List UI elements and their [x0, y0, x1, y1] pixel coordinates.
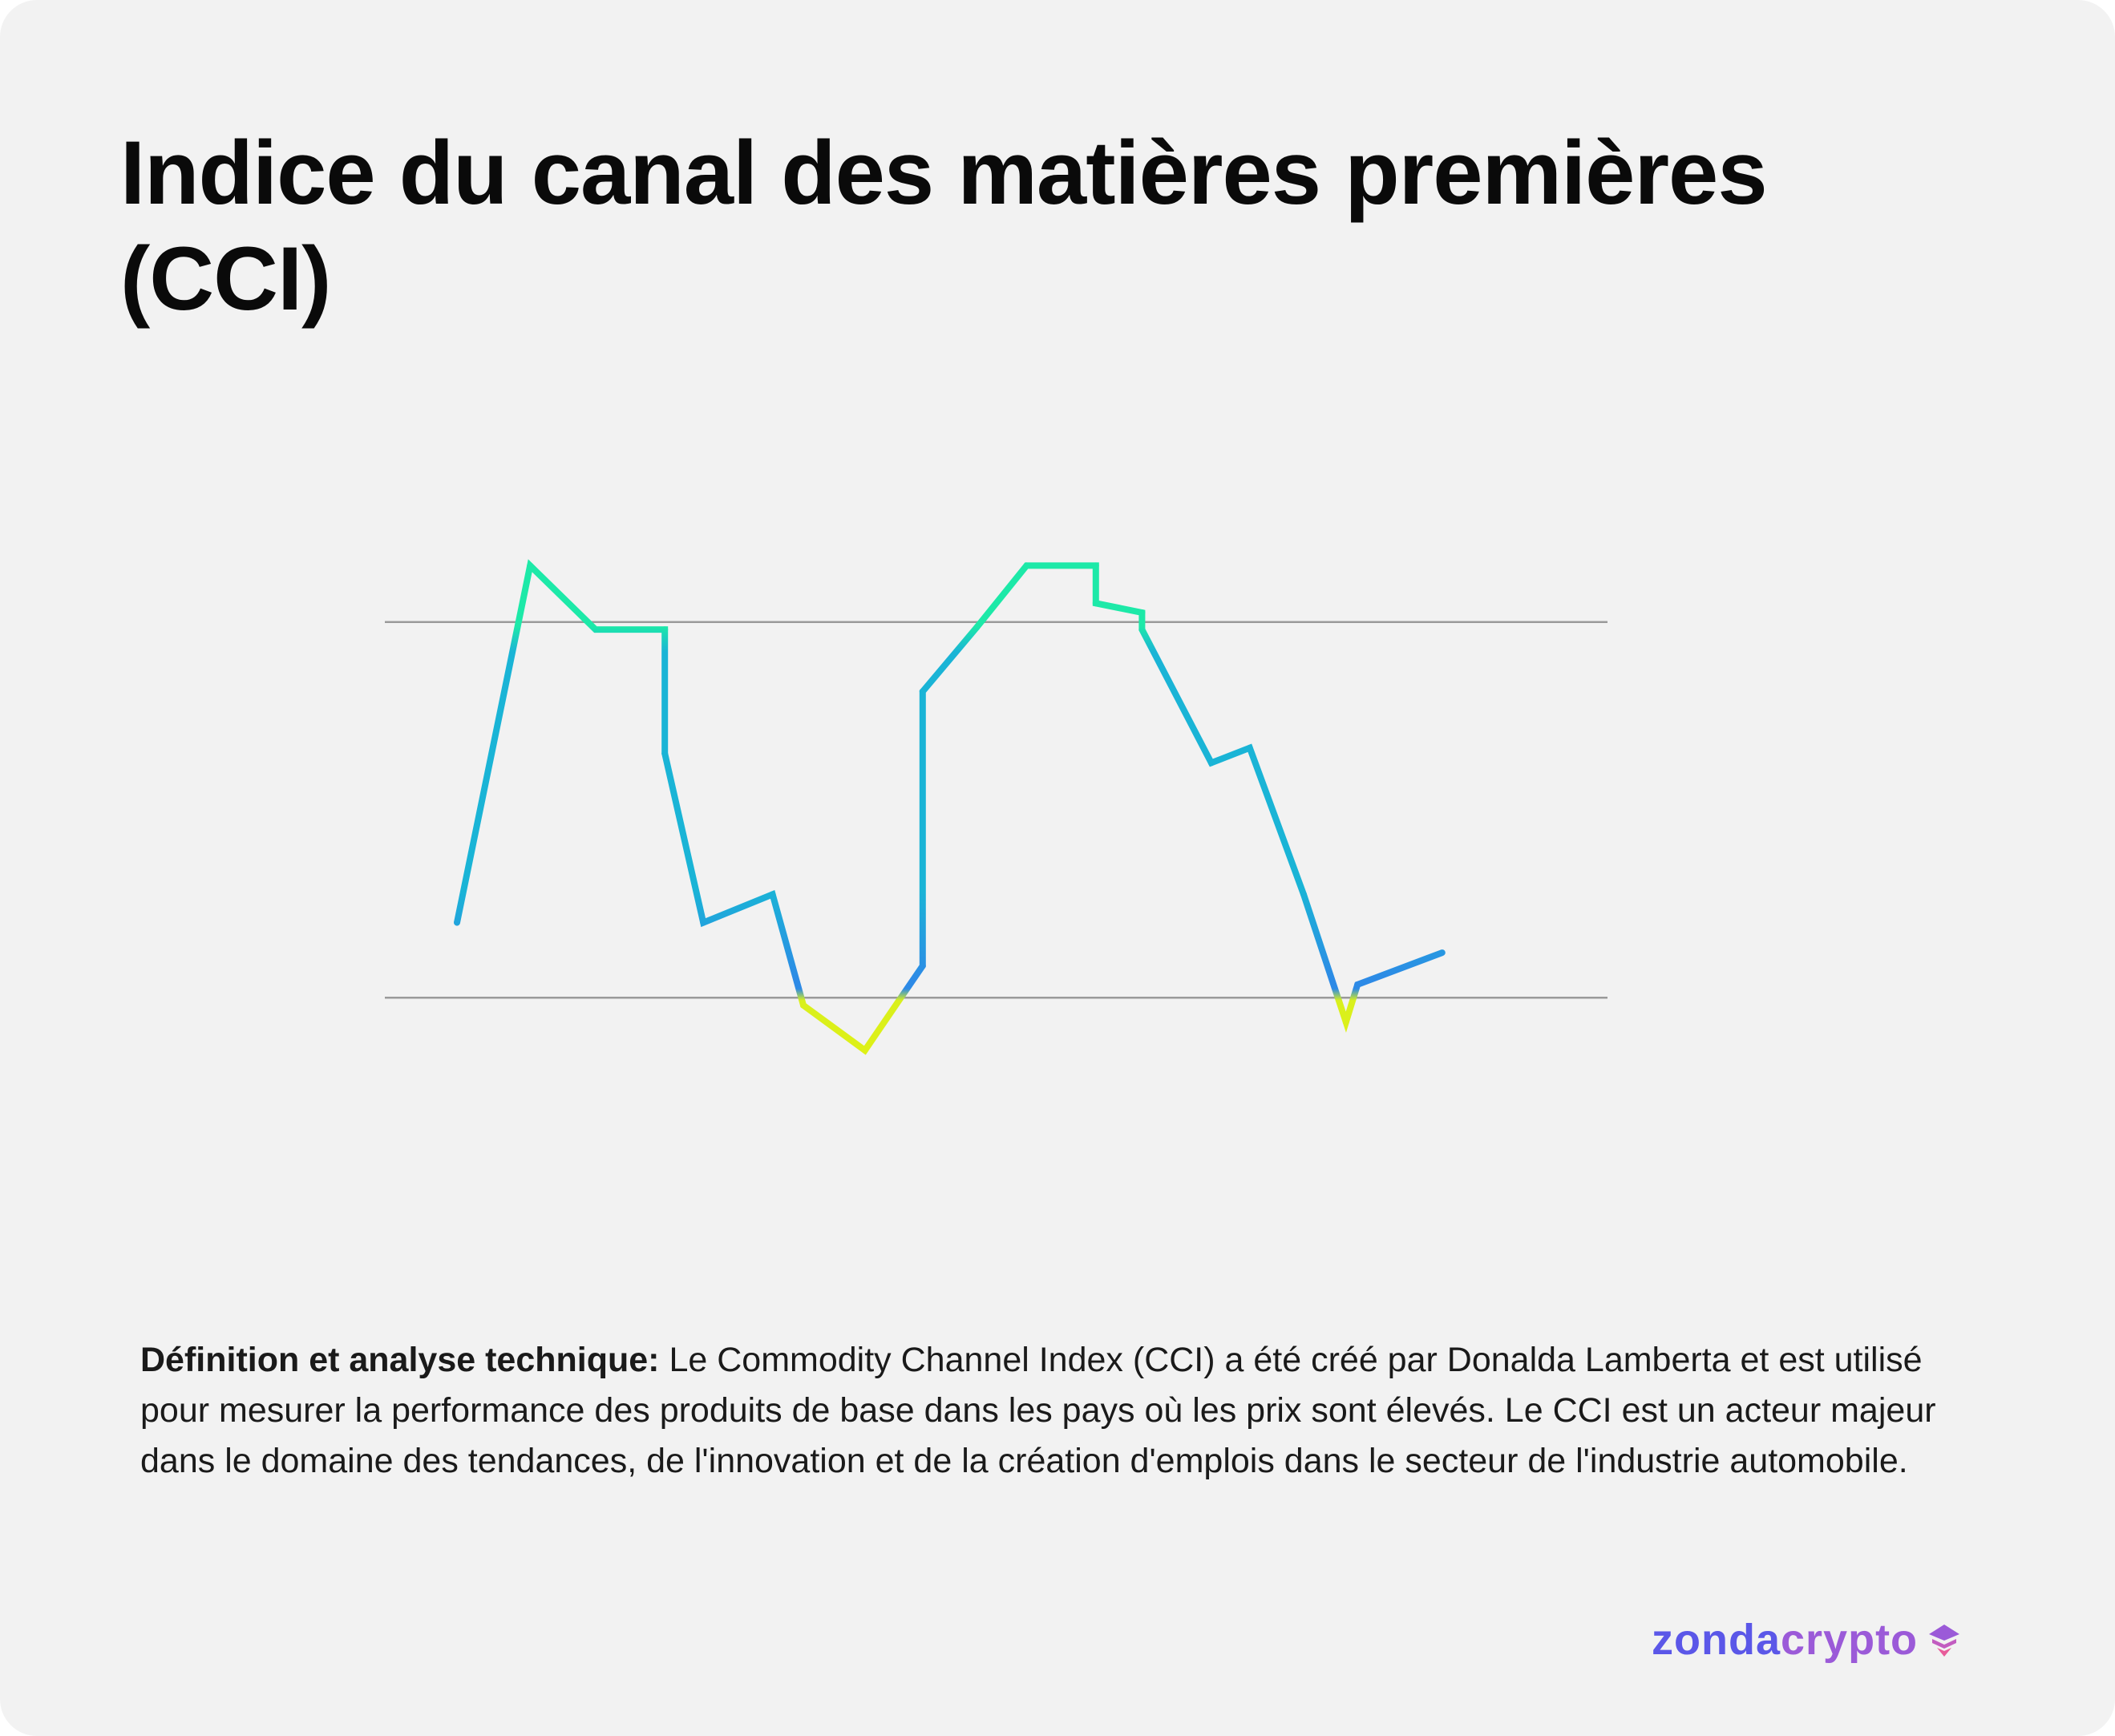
cci-point-3: [661, 626, 669, 633]
cci-point-4: [661, 750, 669, 757]
cci-point-21: [1354, 981, 1361, 988]
cci-point-9: [919, 962, 926, 969]
brand-wordmark-part2: crypto: [1781, 1616, 1919, 1664]
definition-body: Le Commodity Channel Index (CCI) a été c…: [140, 1341, 1936, 1480]
cci-point-22: [1438, 949, 1446, 957]
cci-series: [454, 559, 1444, 1055]
cci-point-14: [1092, 600, 1099, 607]
definition-paragraph: Définition et analyse technique: Le Comm…: [140, 1335, 1984, 1487]
brand-logo: zondacrypto: [1652, 1612, 1963, 1668]
cci-point-2: [592, 626, 599, 633]
cci-point-17: [1207, 759, 1215, 767]
cci-point-12: [1023, 562, 1030, 569]
cci-point-13: [1092, 562, 1099, 569]
cci-point-18: [1246, 744, 1253, 751]
cci-point-1: [527, 562, 534, 569]
cci-points: [454, 562, 1446, 1054]
cci-point-10: [919, 688, 926, 695]
cci-point-7: [800, 1002, 807, 1009]
cci-point-5: [700, 919, 707, 926]
threshold-lines: [385, 621, 1607, 999]
brand-wordmark: zondacrypto: [1652, 1615, 1918, 1665]
page-title: Indice du canal des matières premières (…: [120, 123, 1768, 329]
brand-wordmark-part1: zonda: [1652, 1616, 1781, 1664]
cci-point-8: [861, 1046, 868, 1054]
cci-point-6: [769, 891, 776, 898]
cci-point-20: [1342, 1018, 1349, 1026]
cci-point-16: [1138, 626, 1146, 633]
cci-point-11: [973, 624, 980, 631]
cci-series-line: [454, 559, 1444, 1055]
definition-lead: Définition et analyse technique:: [140, 1341, 660, 1379]
zondacrypto-logo-icon: [1929, 1625, 1960, 1657]
cci-point-15: [1138, 609, 1146, 616]
cci-point-0: [454, 919, 460, 926]
cci-point-19: [1300, 891, 1307, 898]
